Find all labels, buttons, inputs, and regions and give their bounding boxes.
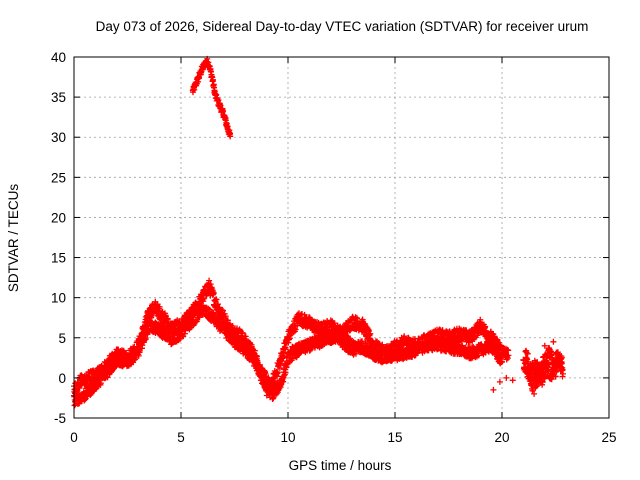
data-point [526,363,533,370]
x-tick-label: 20 [494,430,509,445]
data-point [374,347,381,354]
data-point [274,369,281,376]
data-point [286,336,292,343]
data-point [505,352,512,359]
data-point [276,364,283,371]
x-tick-label: 5 [177,430,185,445]
data-point [222,313,229,320]
axis-ticks: 0 5 10 15 20 25 -5 0 5 10 15 20 25 30 35 40 [51,50,617,445]
y-tick-label: -5 [54,411,66,426]
y-tick-label: 0 [58,371,66,386]
y-tick-label: 10 [51,291,66,306]
y-tick-label: 30 [51,130,66,145]
data-point [560,370,566,377]
data-point [193,318,200,325]
data-point [224,317,231,324]
data-point [546,361,552,368]
data-point [527,368,534,375]
data-point [141,335,148,342]
chart-title: Day 073 of 2026, Sidereal Day-to-day VTE… [96,19,589,34]
series-main-upper [71,277,512,397]
data-point [496,378,503,385]
y-tick-label: 35 [51,90,66,105]
series-high-arc [189,55,234,140]
data-point [535,379,542,386]
data-point [239,329,246,336]
data-point [475,352,482,359]
data-point [331,320,338,327]
data-point [524,350,531,357]
data-point [210,76,216,83]
y-tick-label: 25 [51,170,66,185]
x-tick-label: 10 [280,430,295,445]
data-point [550,338,557,345]
x-axis-label: GPS time / hours [289,458,392,473]
data-point [539,364,546,371]
data-point [242,333,249,340]
data-point [490,386,497,393]
data-point [525,358,532,365]
series-late-segment-b [522,347,566,394]
data-point [215,97,222,104]
data-point [104,374,111,381]
series-scatter-points [490,338,557,397]
y-tick-label: 5 [58,331,66,346]
data-point [533,383,540,390]
data-point [210,289,217,296]
data-point [206,277,213,284]
data-point [215,301,221,308]
data-point [269,396,276,402]
data-point [247,340,254,347]
plot-border [73,56,610,419]
y-tick-label: 15 [51,251,66,266]
data-point [144,331,151,338]
data-points [71,55,566,409]
data-point [542,351,549,358]
y-tick-label: 20 [51,210,66,225]
data-point [282,344,289,351]
grid-lines [74,57,609,418]
data-point [370,350,377,357]
x-tick-label: 0 [70,430,78,445]
y-axis-label: SDTVAR / TECUs [6,184,21,293]
data-point [541,342,548,349]
data-point [283,364,290,371]
data-point [135,352,142,359]
data-point [537,373,544,380]
data-point [231,334,238,341]
data-point [244,345,251,352]
data-point [282,369,289,376]
data-point [499,358,505,365]
data-point [220,307,226,314]
data-point [503,374,510,381]
y-tick-label: 40 [51,50,66,65]
data-point [281,345,288,352]
data-point [534,380,541,386]
x-tick-label: 15 [387,430,402,445]
data-point [531,390,538,397]
data-point [556,354,563,361]
data-point [367,330,374,337]
data-point [156,303,163,310]
series-mid-branch [289,327,377,359]
data-point [227,133,234,140]
data-point [213,296,220,303]
x-tick-label: 25 [601,430,616,445]
data-point [509,377,516,384]
data-point [292,326,299,333]
data-point [543,354,550,361]
